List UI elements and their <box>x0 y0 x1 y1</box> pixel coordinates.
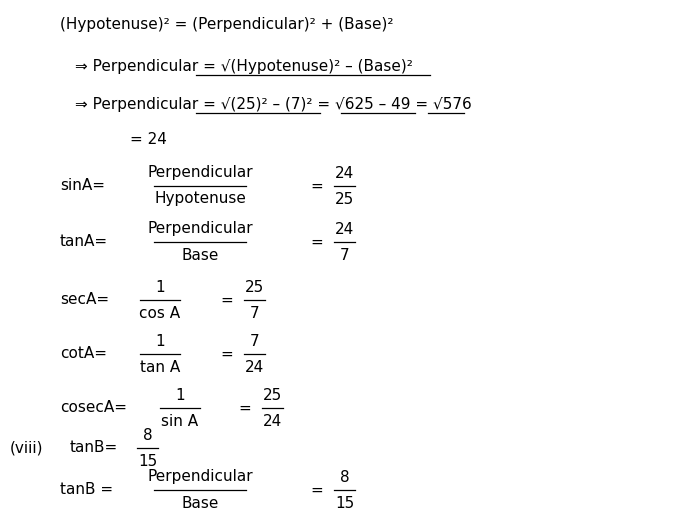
Text: sin A: sin A <box>162 413 199 429</box>
Text: Hypotenuse: Hypotenuse <box>154 192 246 207</box>
Text: cos A: cos A <box>140 305 181 321</box>
Text: cotA=: cotA= <box>60 346 107 361</box>
Text: Perpendicular: Perpendicular <box>147 222 253 236</box>
Text: 25: 25 <box>336 192 355 207</box>
Text: 25: 25 <box>263 388 283 402</box>
Text: 24: 24 <box>336 166 355 180</box>
Text: 1: 1 <box>155 334 165 348</box>
Text: Perpendicular: Perpendicular <box>147 469 253 485</box>
Text: tanB=: tanB= <box>70 440 119 455</box>
Text: =: = <box>220 292 233 307</box>
Text: ⇒ Perpendicular = √(Hypotenuse)² – (Base)²: ⇒ Perpendicular = √(Hypotenuse)² – (Base… <box>75 59 413 74</box>
Text: 24: 24 <box>336 222 355 236</box>
Text: 1: 1 <box>155 280 165 295</box>
Text: =: = <box>310 178 323 193</box>
Text: 15: 15 <box>336 495 355 510</box>
Text: 24: 24 <box>263 413 283 429</box>
Text: secA=: secA= <box>60 292 109 307</box>
Text: 7: 7 <box>250 305 260 321</box>
Text: sinA=: sinA= <box>60 178 105 193</box>
Text: =: = <box>220 346 233 361</box>
Text: 25: 25 <box>245 280 264 295</box>
Text: =: = <box>238 400 251 415</box>
Text: 8: 8 <box>340 469 350 485</box>
Text: Perpendicular: Perpendicular <box>147 166 253 180</box>
Text: (viii): (viii) <box>10 440 44 455</box>
Text: 1: 1 <box>175 388 185 402</box>
Text: tanB =: tanB = <box>60 483 113 498</box>
Text: =: = <box>310 483 323 498</box>
Text: 15: 15 <box>138 453 158 468</box>
Text: tanA=: tanA= <box>60 234 108 249</box>
Text: 7: 7 <box>250 334 260 348</box>
Text: tan A: tan A <box>140 359 180 375</box>
Text: 7: 7 <box>340 248 350 263</box>
Text: =: = <box>310 234 323 249</box>
Text: 8: 8 <box>143 428 153 443</box>
Text: Base: Base <box>182 248 219 263</box>
Text: cosecA=: cosecA= <box>60 400 127 415</box>
Text: ⇒ Perpendicular = √(25)² – (7)² = √625 – 49 = √576: ⇒ Perpendicular = √(25)² – (7)² = √625 –… <box>75 97 472 112</box>
Text: (Hypotenuse)² = (Perpendicular)² + (Base)²: (Hypotenuse)² = (Perpendicular)² + (Base… <box>60 16 393 31</box>
Text: 24: 24 <box>245 359 264 375</box>
Text: Base: Base <box>182 495 219 510</box>
Text: = 24: = 24 <box>130 132 167 146</box>
